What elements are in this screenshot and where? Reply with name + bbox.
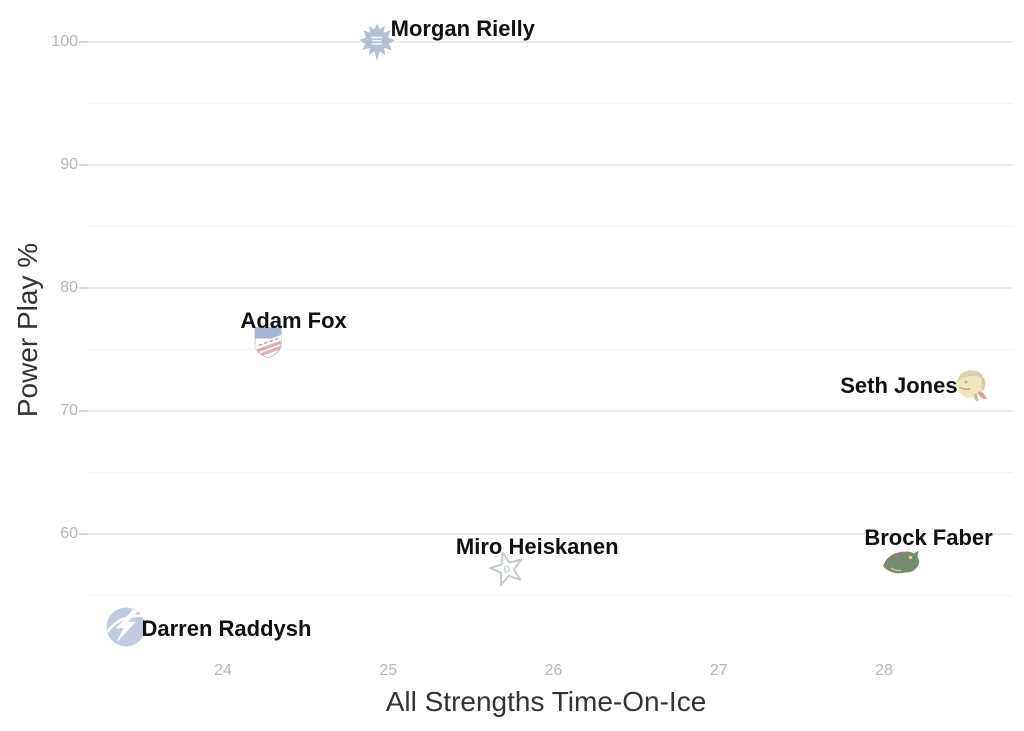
x-axis-title: All Strengths Time-On-Ice <box>385 686 707 717</box>
y-tick-label: 100 <box>51 33 78 50</box>
svg-text:D: D <box>504 565 511 575</box>
minor-gridline <box>88 226 1013 227</box>
x-tick-label: 25 <box>379 662 398 679</box>
y-tick-label: 60 <box>60 525 78 542</box>
y-axis-title: Power Play % <box>12 242 43 418</box>
major-gridline <box>88 410 1013 412</box>
y-axis-tick <box>79 287 88 289</box>
y-tick-label: 90 <box>60 156 78 173</box>
minor-gridline <box>88 103 1013 104</box>
y-axis-tick <box>79 533 88 535</box>
minor-gridline <box>88 349 1013 350</box>
y-axis-tick <box>79 410 88 412</box>
x-tick-label: 28 <box>875 662 893 679</box>
major-gridline <box>88 164 1013 166</box>
wild-logo-icon <box>880 545 922 584</box>
player-label: Darren Raddysh <box>141 616 312 642</box>
y-tick-label: 70 <box>60 402 78 419</box>
player-label: Seth Jones <box>840 373 958 399</box>
major-gridline <box>88 287 1013 289</box>
lightning-logo-icon <box>104 606 148 653</box>
player-label: Brock Faber <box>864 525 993 551</box>
x-tick-label: 27 <box>709 662 728 679</box>
rangers-logo-icon <box>253 326 283 365</box>
y-tick-label: 80 <box>60 279 78 296</box>
player-label: Morgan Rielly <box>390 16 535 41</box>
player-label: Adam Fox <box>240 308 347 334</box>
y-axis-tick <box>79 164 88 166</box>
player-label: Miro Heiskanen <box>455 534 619 560</box>
major-gridline <box>88 41 1013 43</box>
minor-gridline <box>88 595 1013 596</box>
maple-leafs-logo-icon <box>358 22 396 67</box>
x-tick-label: 24 <box>214 662 232 679</box>
minor-gridline <box>88 472 1013 473</box>
x-tick-label: 26 <box>544 662 563 679</box>
blackhawks-logo-icon <box>952 367 992 410</box>
y-axis-tick <box>79 41 88 43</box>
stars-logo-icon: D <box>488 550 526 591</box>
